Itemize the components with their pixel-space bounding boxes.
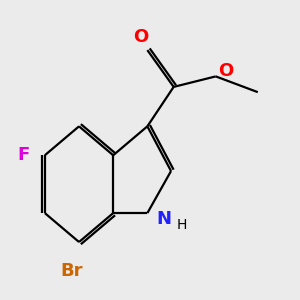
Text: H: H <box>177 218 187 232</box>
Text: O: O <box>134 28 149 46</box>
Text: O: O <box>218 62 234 80</box>
Text: Br: Br <box>60 262 82 280</box>
Text: F: F <box>18 146 30 164</box>
Text: N: N <box>157 210 172 228</box>
